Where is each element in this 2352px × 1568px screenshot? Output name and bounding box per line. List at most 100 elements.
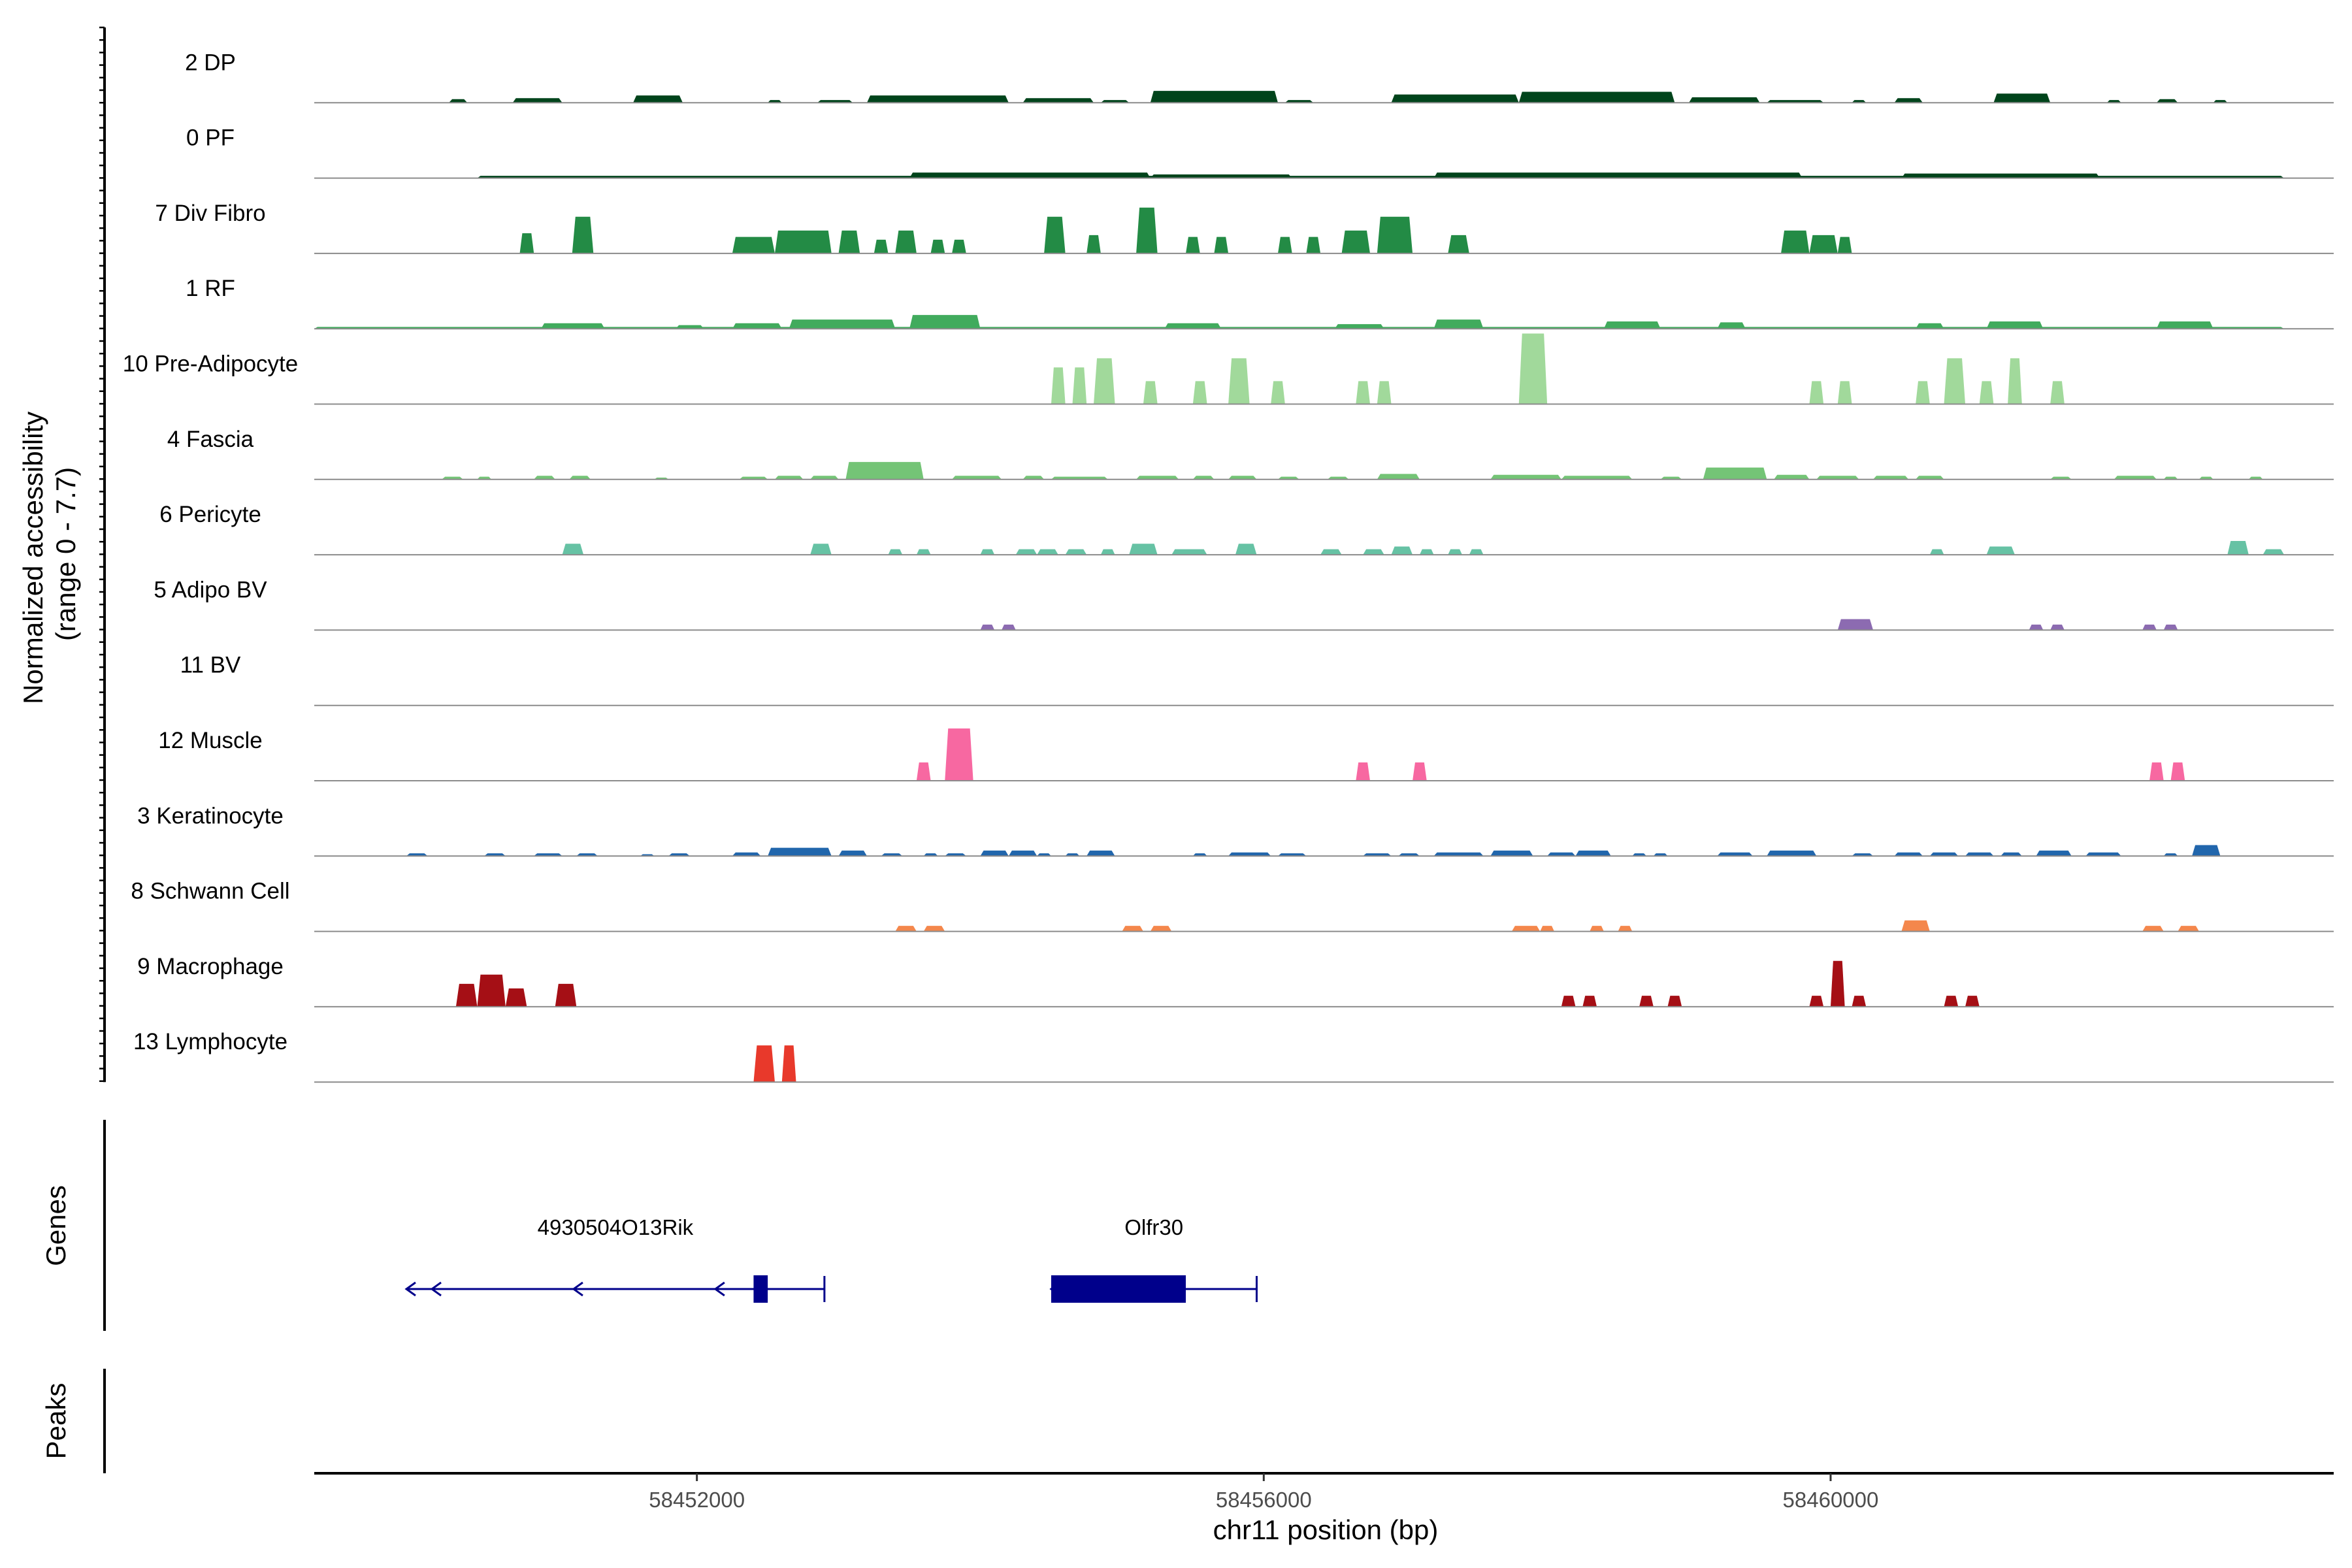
track-label: 0 PF — [186, 125, 235, 151]
accessibility-peak — [2163, 624, 2178, 630]
accessibility-peak — [1717, 322, 1746, 329]
x-axis-tick-label: 58460000 — [1783, 1488, 1879, 1512]
accessibility-peak — [1547, 852, 1576, 857]
accessibility-peak — [676, 325, 704, 329]
accessibility-peak — [1002, 624, 1016, 630]
accessibility-peak — [1830, 960, 1845, 1007]
accessibility-peak — [1590, 926, 1604, 932]
accessibility-peak — [1618, 926, 1633, 932]
gene-exon — [753, 1275, 768, 1303]
track-7-div-fibro: 7 Div Fibro — [155, 201, 2334, 254]
accessibility-peak — [1433, 852, 1484, 857]
accessibility-peak — [484, 853, 506, 857]
strand-arrow — [1049, 1281, 1061, 1297]
accessibility-peak — [572, 216, 594, 253]
accessibility-peak — [1363, 853, 1392, 857]
accessibility-peak — [1837, 237, 1852, 253]
accessibility-peak — [1433, 319, 1484, 329]
track-5-adipo-bv: 5 Adipo BV — [154, 577, 2334, 631]
accessibility-peak — [1632, 853, 1646, 857]
accessibility-peak — [1561, 476, 1633, 480]
accessibility-peak — [895, 926, 917, 932]
accessibility-peak — [1235, 544, 1257, 555]
track-label: 13 Lymphocyte — [133, 1029, 287, 1054]
track-label: 3 Keratinocyte — [137, 803, 284, 828]
accessibility-peak — [1852, 996, 1867, 1007]
accessibility-peak — [1122, 926, 1143, 932]
track-0-pf: 0 PF — [186, 125, 2334, 179]
accessibility-peak — [1448, 549, 1462, 555]
accessibility-peak — [1561, 996, 1576, 1007]
accessibility-peak — [1072, 367, 1087, 404]
track-label: 7 Div Fibro — [155, 201, 265, 226]
accessibility-peak — [1774, 474, 1810, 480]
track-label: 6 Pericyte — [159, 502, 261, 527]
accessibility-peak — [2036, 850, 2072, 857]
track-label: 8 Schwann Cell — [131, 879, 289, 904]
accessibility-peak — [1228, 358, 1250, 404]
accessibility-peak — [668, 853, 690, 857]
track-label: 9 Macrophage — [137, 954, 284, 979]
accessibility-peak — [1809, 381, 1824, 404]
accessibility-peak — [1965, 852, 1994, 857]
accessibility-peak — [895, 230, 917, 253]
accessibility-peak — [1993, 93, 2051, 103]
strand-arrow — [430, 1281, 442, 1297]
accessibility-peak — [442, 476, 463, 480]
accessibility-peak — [732, 237, 775, 253]
accessibility-peak — [1192, 476, 1215, 480]
accessibility-peak — [1901, 173, 2100, 178]
peaks-panel-label: Peaks — [41, 1383, 71, 1460]
accessibility-peak — [541, 323, 605, 329]
accessibility-peak — [874, 239, 889, 253]
track-label: 2 DP — [185, 50, 236, 75]
y-axis-title-line2: (range 0 - 7.7) — [50, 467, 81, 641]
track-11-bv: 11 BV — [180, 653, 2334, 706]
accessibility-peak — [1306, 237, 1321, 253]
accessibility-peak — [1540, 926, 1554, 932]
accessibility-peak — [732, 323, 782, 329]
accessibility-peak — [1356, 381, 1370, 404]
accessibility-peak — [455, 983, 478, 1007]
accessibility-peak — [2213, 100, 2228, 103]
gene-olfr30: Olfr30 — [1049, 1215, 1258, 1303]
accessibility-peak — [930, 239, 945, 253]
track-label: 10 Pre-Adipocyte — [123, 351, 298, 377]
accessibility-peak — [1278, 853, 1307, 857]
accessibility-peak — [1929, 549, 1944, 555]
accessibility-peak — [477, 974, 506, 1007]
track-label: 5 Adipo BV — [154, 577, 267, 602]
track-2-dp: 2 DP — [185, 50, 2334, 104]
accessibility-peak — [1986, 546, 2015, 555]
track-4-fascia: 4 Fascia — [167, 427, 2334, 480]
accessibility-peak — [2001, 852, 2022, 857]
accessibility-peak — [945, 728, 973, 781]
accessibility-peak — [1518, 333, 1548, 404]
accessibility-peak — [2198, 476, 2213, 480]
accessibility-peak — [1689, 97, 1760, 103]
strand-arrow — [713, 1281, 725, 1297]
accessibility-peak — [1363, 549, 1384, 555]
accessibility-peak — [1916, 381, 1930, 404]
accessibility-peak — [1037, 549, 1058, 555]
accessibility-peak — [1100, 100, 1130, 103]
track-label: 11 BV — [180, 653, 241, 678]
accessibility-peak — [1986, 321, 2044, 329]
gene-label: 4930504O13Rik — [538, 1215, 694, 1239]
accessibility-peak — [1582, 996, 1597, 1007]
accessibility-peak — [1228, 476, 1257, 480]
accessibility-peak — [2163, 476, 2178, 480]
accessibility-peak — [1873, 476, 1909, 480]
accessibility-peak — [1837, 381, 1852, 404]
accessibility-peak — [1143, 381, 1158, 404]
accessibility-peak — [1391, 546, 1413, 555]
strand-arrow — [572, 1281, 583, 1297]
gene-label: Olfr30 — [1124, 1215, 1183, 1239]
accessibility-peak — [1022, 98, 1094, 103]
accessibility-peak — [1703, 467, 1767, 480]
accessibility-peak — [923, 853, 938, 857]
accessibility-peak — [1767, 850, 1817, 857]
accessibility-peak — [2149, 762, 2164, 781]
accessibility-peak — [449, 99, 468, 103]
accessibility-peak — [1192, 381, 1207, 404]
